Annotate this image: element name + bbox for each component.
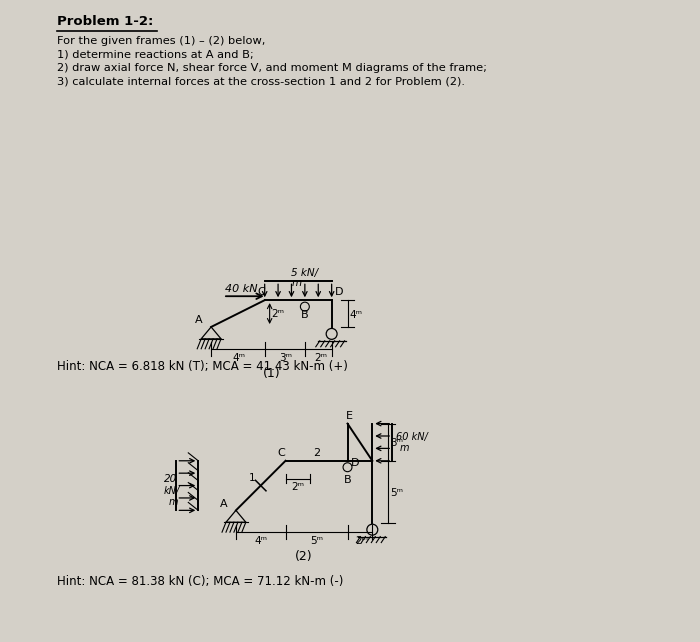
Text: Hint: NCA = 6.818 kN (T); MCA = 41.43 kN-m (+): Hint: NCA = 6.818 kN (T); MCA = 41.43 kN… [57, 360, 348, 372]
Text: A: A [220, 499, 228, 509]
Text: 3) calculate internal forces at the cross-section 1 and 2 for Problem (2).: 3) calculate internal forces at the cros… [57, 76, 466, 87]
Text: Hint: NCA = 81.38 kN (C); MCA = 71.12 kN-m (-): Hint: NCA = 81.38 kN (C); MCA = 71.12 kN… [57, 575, 344, 587]
Text: (1): (1) [262, 367, 280, 379]
Text: 2ᵐ: 2ᵐ [292, 482, 304, 492]
Text: m: m [169, 498, 178, 507]
Text: B: B [301, 310, 309, 320]
Text: A: A [195, 315, 203, 325]
Text: For the given frames (1) – (2) below,: For the given frames (1) – (2) below, [57, 37, 266, 46]
Text: B: B [344, 474, 351, 485]
Text: 3ᵐ: 3ᵐ [279, 352, 292, 363]
Text: 1: 1 [248, 473, 256, 483]
Text: 2ᵐ: 2ᵐ [314, 352, 328, 363]
Text: 4ᵐ: 4ᵐ [255, 536, 268, 546]
Text: 2ᵐ: 2ᵐ [355, 536, 368, 546]
Text: C: C [258, 287, 265, 297]
Text: D: D [351, 458, 359, 468]
Text: D: D [335, 287, 343, 297]
Text: 60 kN/: 60 kN/ [396, 432, 428, 442]
Text: 1) determine reactions at A and B;: 1) determine reactions at A and B; [57, 50, 254, 60]
Text: E: E [346, 411, 353, 421]
Text: Problem 1-2:: Problem 1-2: [57, 15, 154, 28]
Text: 2) draw axial force N, shear force V, and moment M diagrams of the frame;: 2) draw axial force N, shear force V, an… [57, 63, 487, 73]
Text: 20: 20 [164, 474, 176, 483]
Text: m: m [291, 278, 302, 288]
Text: C: C [278, 448, 286, 458]
Text: m: m [400, 443, 410, 453]
Text: 40 kN: 40 kN [225, 284, 258, 294]
Text: 4ᵐ: 4ᵐ [232, 352, 245, 363]
Text: 2ᵐ: 2ᵐ [272, 309, 285, 318]
Text: (2): (2) [295, 550, 313, 563]
Text: 3ᵐ: 3ᵐ [390, 438, 403, 448]
Text: 4ᵐ: 4ᵐ [349, 309, 363, 320]
Text: 5ᵐ: 5ᵐ [311, 536, 323, 546]
Text: 5ᵐ: 5ᵐ [390, 488, 403, 498]
Text: 5 kN/: 5 kN/ [291, 268, 318, 279]
Text: kN/: kN/ [164, 487, 180, 496]
Text: 2: 2 [314, 448, 321, 458]
